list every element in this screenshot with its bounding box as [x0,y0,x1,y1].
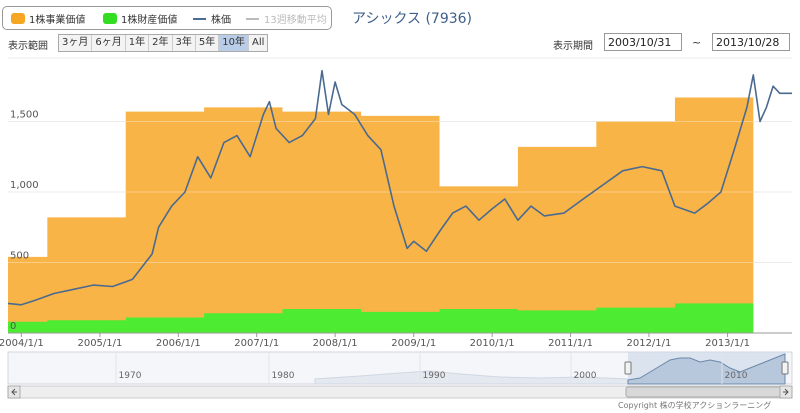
plot-series [7,69,792,333]
x-tick-label: 2007/1/1 [234,338,279,349]
navigator-tick-label: 1980 [272,371,295,381]
navigator-right-handle[interactable] [781,361,789,375]
stock-price-line [7,69,792,306]
scrollbar-thumb[interactable] [625,386,783,398]
navigator-tick-label: 2000 [574,371,597,381]
legend-label-moving-average: 13週移動平均 [264,15,327,26]
range-button-3y[interactable]: 3年 [173,35,196,51]
range-button-all[interactable]: All [251,37,265,48]
legend-item-asset-value[interactable]: 1株財産価値 [103,11,177,26]
plot-axes: 0 500 1,000 1,500 2004/1/1 2005/1/1 2006/1/1 20… [0,109,792,349]
copyright-text: Copyright 株の学校アクションラーニング [618,401,772,410]
navigator-tick-label: 1990 [423,371,446,381]
x-tick-label: 2013/1/1 [705,338,750,349]
business-value-area [8,97,754,333]
legend-item-stock-price[interactable]: 株価 [193,11,231,26]
x-tick-label: 2004/1/1 [0,338,44,349]
legend: 1株事業価値 1株財産価値 株価 13週移動平均 [2,6,332,30]
y-tick-label: 500 [10,250,29,261]
navigator-left-handle[interactable] [624,361,632,375]
date-to-input[interactable] [712,33,790,51]
legend-item-business-value[interactable]: 1株事業価値 [11,11,85,26]
period-separator: ~ [692,36,702,49]
legend-label-business-value: 1株事業価値 [29,15,86,26]
asset-value-area [8,303,754,333]
range-button-group: 3ヶ月 6ヶ月 1年 2年 3年 5年 10年 All [58,34,269,52]
range-button-1y[interactable]: 1年 [126,35,150,51]
legend-label-stock-price: 株価 [211,15,231,26]
legend-swatch-moving-average [246,18,259,20]
scroll-right-arrow-icon [783,388,789,396]
legend-item-moving-average[interactable]: 13週移動平均 [246,11,327,26]
x-tick-label: 2005/1/1 [77,338,122,349]
x-tick-label: 2009/1/1 [391,338,436,349]
navigator-tick-label: 2010 [725,371,748,381]
date-from-input[interactable] [604,33,682,51]
range-button-5y[interactable]: 5年 [196,35,220,51]
legend-swatch-asset-value [103,13,117,24]
y-tick-label: 1,500 [10,109,39,120]
x-tick-label: 2006/1/1 [156,338,201,349]
period-label: 表示期間 [553,41,593,52]
navigator[interactable]: 1970 1980 1990 2000 2010 [7,351,793,399]
legend-label-asset-value: 1株財産価値 [121,15,178,26]
range-button-3m[interactable]: 3ヶ月 [59,35,93,51]
range-button-2y[interactable]: 2年 [149,35,173,51]
y-tick-label: 1,000 [10,180,39,191]
range-button-6m[interactable]: 6ヶ月 [92,35,126,51]
y-tick-label: 0 [10,321,16,332]
x-tick-label: 2008/1/1 [313,338,358,349]
x-tick-label: 2011/1/1 [548,338,593,349]
legend-swatch-stock-price [193,18,206,20]
navigator-zoom-area [627,353,786,385]
navigator-tick-label: 1970 [119,371,142,381]
legend-swatch-business-value [11,13,25,24]
chart-title: アシックス (7936) [352,11,473,27]
range-label: 表示範囲 [8,41,48,52]
x-tick-label: 2012/1/1 [626,338,671,349]
range-button-10y[interactable]: 10年 [219,35,249,51]
scroll-left-arrow-icon [11,388,17,396]
x-tick-label: 2010/1/1 [470,338,515,349]
